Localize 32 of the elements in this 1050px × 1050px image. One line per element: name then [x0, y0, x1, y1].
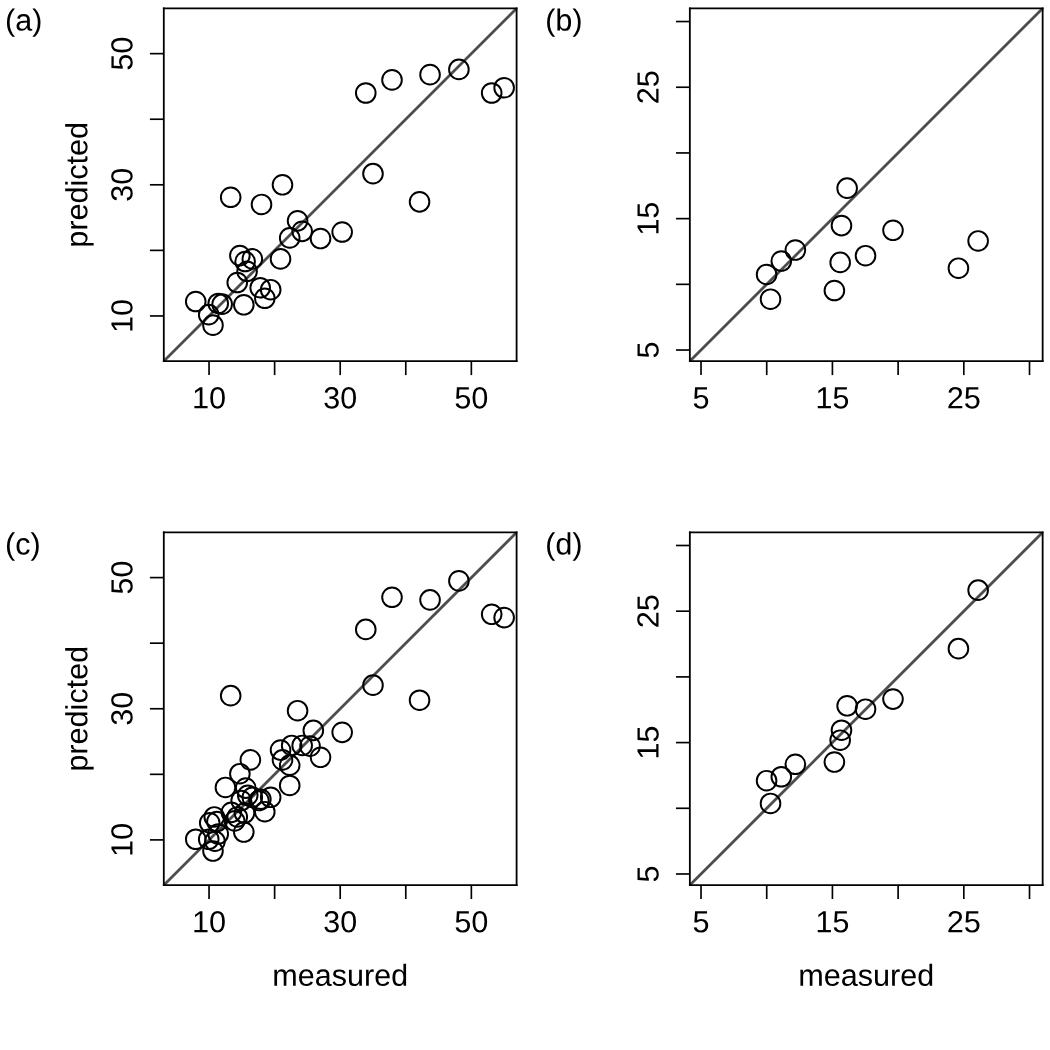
x-tick-label: 15: [817, 911, 849, 933]
x-tick-label: 15: [817, 387, 849, 409]
text: (a): [6, 8, 41, 37]
x-axis-title: measured: [274, 963, 407, 987]
y-tick-label: 10: [111, 300, 133, 331]
x-tick-label: 10: [194, 387, 225, 409]
y-tick-label: 5: [637, 342, 659, 358]
y-tick-label: 15: [637, 726, 659, 758]
y-tick-label: 10: [111, 824, 133, 855]
x-tick-label: 5: [693, 387, 709, 409]
x-tick-label: 30: [324, 910, 356, 933]
y-tick-label: 30: [111, 169, 133, 201]
y-tick-label: 30: [111, 692, 133, 725]
y-tick-label: 5: [637, 866, 659, 882]
x-tick-label: 50: [455, 387, 488, 409]
text: (b): [547, 8, 581, 37]
text: (c): [6, 532, 39, 561]
x-tick-label: 30: [324, 387, 356, 409]
x-axis-title: measured: [800, 963, 933, 987]
text: (d): [547, 532, 581, 561]
y-axis-title: predicted: [65, 123, 94, 246]
x-tick-label: 25: [948, 910, 980, 933]
y-tick-label: 50: [111, 37, 133, 70]
y-axis-title: predicted: [65, 647, 94, 770]
y-tick-label: 25: [637, 71, 659, 103]
y-tick-label: 25: [637, 595, 659, 627]
x-tick-label: 10: [194, 910, 225, 933]
x-tick-label: 5: [693, 911, 709, 933]
y-tick-label: 15: [637, 202, 659, 234]
y-tick-label: 50: [111, 561, 133, 594]
x-tick-label: 25: [948, 387, 980, 409]
x-tick-label: 50: [455, 910, 488, 933]
